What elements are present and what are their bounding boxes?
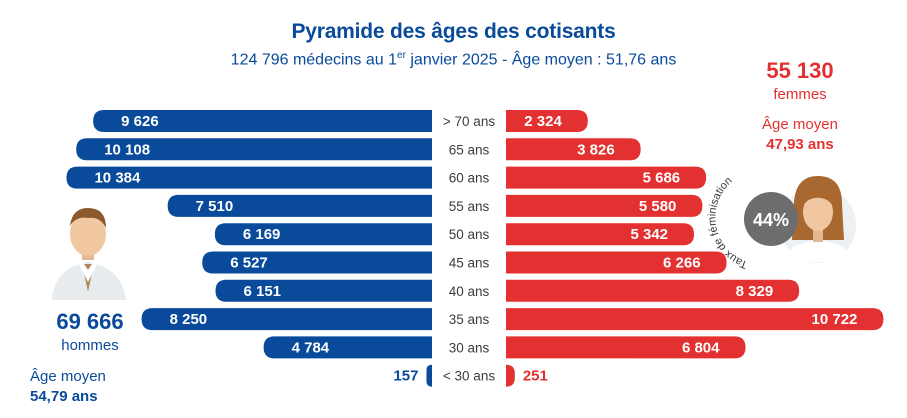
age-category-label: 60 ans bbox=[449, 171, 490, 186]
age-category-label: < 30 ans bbox=[443, 369, 495, 384]
men-count: 69 666 bbox=[56, 309, 124, 334]
women-value-label: 2 324 bbox=[524, 113, 562, 130]
women-label: femmes bbox=[773, 86, 827, 103]
men-avg-age: 54,79 ans bbox=[30, 388, 98, 405]
women-bar bbox=[506, 364, 515, 387]
age-category-label: 30 ans bbox=[449, 340, 490, 355]
men-value-label: 6 169 bbox=[243, 226, 281, 243]
women-bar bbox=[506, 251, 727, 274]
age-category-label: 55 ans bbox=[449, 199, 490, 214]
men-value-label: 6 527 bbox=[230, 255, 268, 272]
men-value-label: 7 510 bbox=[196, 198, 234, 215]
women-avg-age: 47,93 ans bbox=[766, 136, 834, 153]
men-label: hommes bbox=[61, 337, 119, 354]
women-bar bbox=[506, 194, 703, 217]
women-value-label: 5 342 bbox=[630, 226, 668, 243]
women-value-label: 5 580 bbox=[639, 198, 677, 215]
women-bar bbox=[506, 223, 695, 246]
men-value-label: 10 108 bbox=[104, 141, 150, 158]
subtitle-superscript: er bbox=[397, 50, 406, 61]
women-bar bbox=[506, 110, 588, 132]
chart-subtitle: 124 796 médecins au 1er janvier 2025 - Â… bbox=[0, 50, 907, 69]
men-bar bbox=[263, 336, 432, 359]
men-bar bbox=[426, 364, 432, 387]
women-bar bbox=[506, 138, 641, 161]
men-bar bbox=[93, 110, 433, 132]
men-value-label: 4 784 bbox=[292, 339, 330, 356]
age-category-label: 45 ans bbox=[449, 256, 490, 271]
women-bar bbox=[506, 336, 746, 359]
men-value-label: 157 bbox=[393, 368, 418, 385]
women-value-label: 6 266 bbox=[663, 255, 701, 272]
bars-group: > 70 ans 9 626 2 324 65 ans 10 108 3 826 60 an… bbox=[66, 110, 884, 387]
men-bar bbox=[66, 166, 432, 189]
women-value-label: 5 686 bbox=[643, 170, 681, 187]
man-avatar-icon bbox=[52, 208, 126, 300]
subtitle-rest: janvier 2025 - Âge moyen : 51,76 ans bbox=[405, 51, 677, 69]
age-category-label: > 70 ans bbox=[443, 114, 495, 129]
women-bar bbox=[506, 279, 800, 302]
men-bar bbox=[76, 138, 433, 161]
women-count: 55 130 bbox=[766, 58, 834, 83]
women-value-label: 10 722 bbox=[812, 311, 858, 328]
women-value-label: 8 329 bbox=[736, 283, 774, 300]
women-avg-age-label: Âge moyen bbox=[762, 116, 838, 133]
men-value-label: 6 151 bbox=[243, 283, 281, 300]
men-value-label: 8 250 bbox=[170, 311, 208, 328]
men-bar bbox=[215, 279, 432, 302]
men-bar bbox=[214, 223, 432, 246]
women-value-label: 251 bbox=[523, 368, 548, 385]
men-value-label: 10 384 bbox=[94, 170, 141, 187]
age-category-label: 40 ans bbox=[449, 284, 490, 299]
feminisation-rate: 44% bbox=[753, 210, 789, 230]
subtitle-main: 124 796 médecins au 1 bbox=[230, 51, 398, 69]
age-category-label: 35 ans bbox=[449, 312, 490, 327]
men-bar bbox=[167, 194, 432, 217]
age-category-label: 50 ans bbox=[449, 227, 490, 242]
women-bar bbox=[506, 308, 884, 331]
woman-avatar-icon bbox=[780, 176, 856, 263]
chart-title: Pyramide des âges des cotisants bbox=[291, 20, 616, 43]
men-bar bbox=[141, 308, 432, 331]
men-avg-age-label: Âge moyen bbox=[30, 368, 106, 385]
men-value-label: 9 626 bbox=[121, 113, 159, 130]
women-bar bbox=[506, 166, 707, 189]
men-bar bbox=[202, 251, 432, 274]
women-value-label: 3 826 bbox=[577, 141, 615, 158]
women-value-label: 6 804 bbox=[682, 339, 720, 356]
age-category-label: 65 ans bbox=[449, 142, 490, 157]
